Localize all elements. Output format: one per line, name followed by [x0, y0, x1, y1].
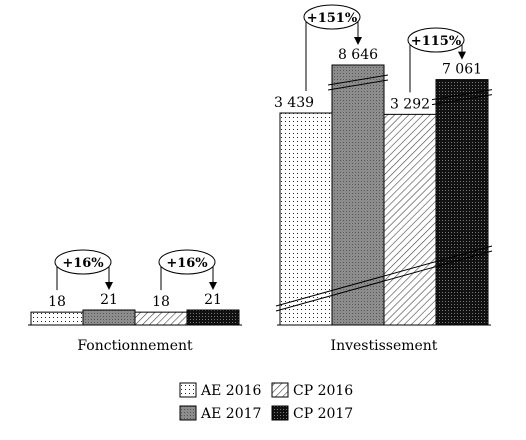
value-label: 21 [204, 292, 222, 308]
bar-cp2016-fonctionnement [134, 311, 188, 326]
category-label: Fonctionnement [77, 338, 193, 354]
annotation-ellipse [54, 249, 112, 275]
axis-break-mark [431, 94, 493, 106]
bar-ae2016-investissement [279, 112, 333, 326]
legend-swatch-cp2017 [271, 405, 289, 421]
bar-cp2017-fonctionnement [186, 309, 240, 326]
axis-break-mark [275, 250, 493, 312]
axis-break-mark [327, 74, 389, 86]
legend-swatch-cp2016 [271, 382, 289, 398]
legend-swatch-ae2017 [179, 405, 197, 421]
value-label: 18 [48, 294, 66, 310]
legend-label-cp2016: CP 2016 [293, 383, 353, 399]
growth-label: +115% [411, 34, 462, 49]
axis-break-mark [431, 89, 493, 101]
annotation-ellipse [158, 249, 216, 275]
growth-label: +151% [307, 11, 358, 26]
legend-label-cp2017: CP 2017 [293, 406, 353, 422]
bar-cp2017-investissement [435, 79, 489, 326]
bar-ae2016-fonctionnement [30, 311, 84, 326]
growth-label: +16% [166, 256, 208, 271]
category-label: Investissement [331, 338, 438, 354]
value-label: 21 [100, 292, 118, 308]
bar-ae2017-investissement [331, 64, 385, 326]
value-label: 18 [152, 294, 170, 310]
value-label: 8 646 [338, 47, 378, 63]
labels-layer: 18 21 18 21 Fonctionnement 3 439 8 646 3 292 7 0… [48, 4, 482, 354]
value-label: 3 439 [274, 95, 314, 111]
annotation-ellipse [407, 27, 465, 53]
axis-break-mark [327, 79, 389, 91]
annotation-ellipse [303, 4, 361, 30]
growth-label: +16% [62, 256, 104, 271]
value-label: 3 292 [390, 96, 430, 112]
bar-ae2017-fonctionnement [82, 309, 136, 326]
legend: AE 2016 CP 2016 AE 2017 CP 2017 [179, 382, 353, 422]
bar-cp2016-investissement [383, 113, 437, 326]
legend-swatch-ae2016 [179, 382, 197, 398]
legend-label-ae2016: AE 2016 [200, 383, 262, 399]
axis-break-mark [275, 245, 493, 307]
bars-layer [28, 64, 493, 326]
legend-label-ae2017: AE 2017 [200, 406, 261, 422]
value-label: 7 061 [442, 62, 482, 78]
